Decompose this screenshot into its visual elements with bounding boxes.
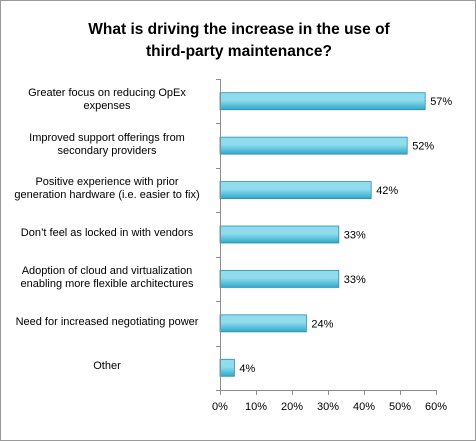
category-label-2: Positive experience with prior generation… — [7, 176, 207, 202]
x-tick-label-3: 30% — [317, 401, 339, 413]
x-tick-label-5: 50% — [389, 401, 411, 413]
value-label-2: 42% — [376, 185, 398, 197]
category-label-0-line-1: expenses — [83, 100, 131, 113]
x-tick-label-4: 40% — [353, 401, 375, 413]
category-label-6-line-0: Other — [93, 360, 121, 373]
bar-3 — [219, 225, 340, 244]
bar-1 — [219, 136, 408, 155]
x-tick-label-2: 20% — [281, 401, 303, 413]
category-label-3: Don’t feel as locked in with vendors — [7, 227, 207, 240]
category-label-1: Improved support offerings from secondary… — [7, 132, 207, 158]
chart-title-line-2: third-party maintenance? — [145, 43, 333, 60]
category-label-5: Need for increased negotiating power — [7, 316, 207, 329]
category-label-3-line-0: Don’t feel as locked in with vendors — [20, 227, 194, 239]
value-label-5: 24% — [311, 318, 333, 330]
category-label-0-line-0: Greater focus on reducing OpEx — [28, 87, 186, 100]
bar-2 — [219, 181, 372, 199]
value-label-4: 33% — [344, 274, 366, 286]
value-label-3: 33% — [344, 230, 366, 242]
category-label-5-line-0: Need for increased negotiating power — [15, 315, 199, 328]
category-label-1-line-0: Improved support offerings from — [29, 131, 185, 144]
bar-5 — [219, 314, 307, 333]
category-label-4: Adoption of cloud and virtualization enab… — [7, 265, 207, 291]
x-tick-label-1: 10% — [245, 401, 267, 413]
x-tick-label-0: 0% — [212, 401, 228, 413]
value-label-1: 52% — [412, 141, 434, 153]
category-label-2-line-1: generation hardware (i.e. easier to fix) — [14, 189, 200, 202]
bar-6 — [219, 358, 235, 377]
category-label-4-line-0: Adoption of cloud and virtualization — [21, 264, 193, 277]
bar-4 — [219, 270, 340, 288]
chart-title-line-1: What is driving the increase in the use … — [88, 21, 390, 38]
value-label-6: 4% — [239, 363, 255, 375]
value-label-0: 57% — [430, 96, 452, 108]
category-label-6: Other — [7, 360, 207, 373]
category-label-2-line-0: Positive experience with prior — [35, 176, 179, 189]
chart-title: What is driving the increase in the use … — [41, 19, 437, 63]
category-label-0: Greater focus on reducing OpEx expenses — [7, 87, 207, 113]
category-label-4-line-1: enabling more flexible architectures — [20, 277, 194, 290]
category-label-1-line-1: secondary providers — [57, 144, 157, 157]
x-tick-label-6: 60% — [425, 401, 447, 413]
bar-0 — [219, 92, 426, 111]
